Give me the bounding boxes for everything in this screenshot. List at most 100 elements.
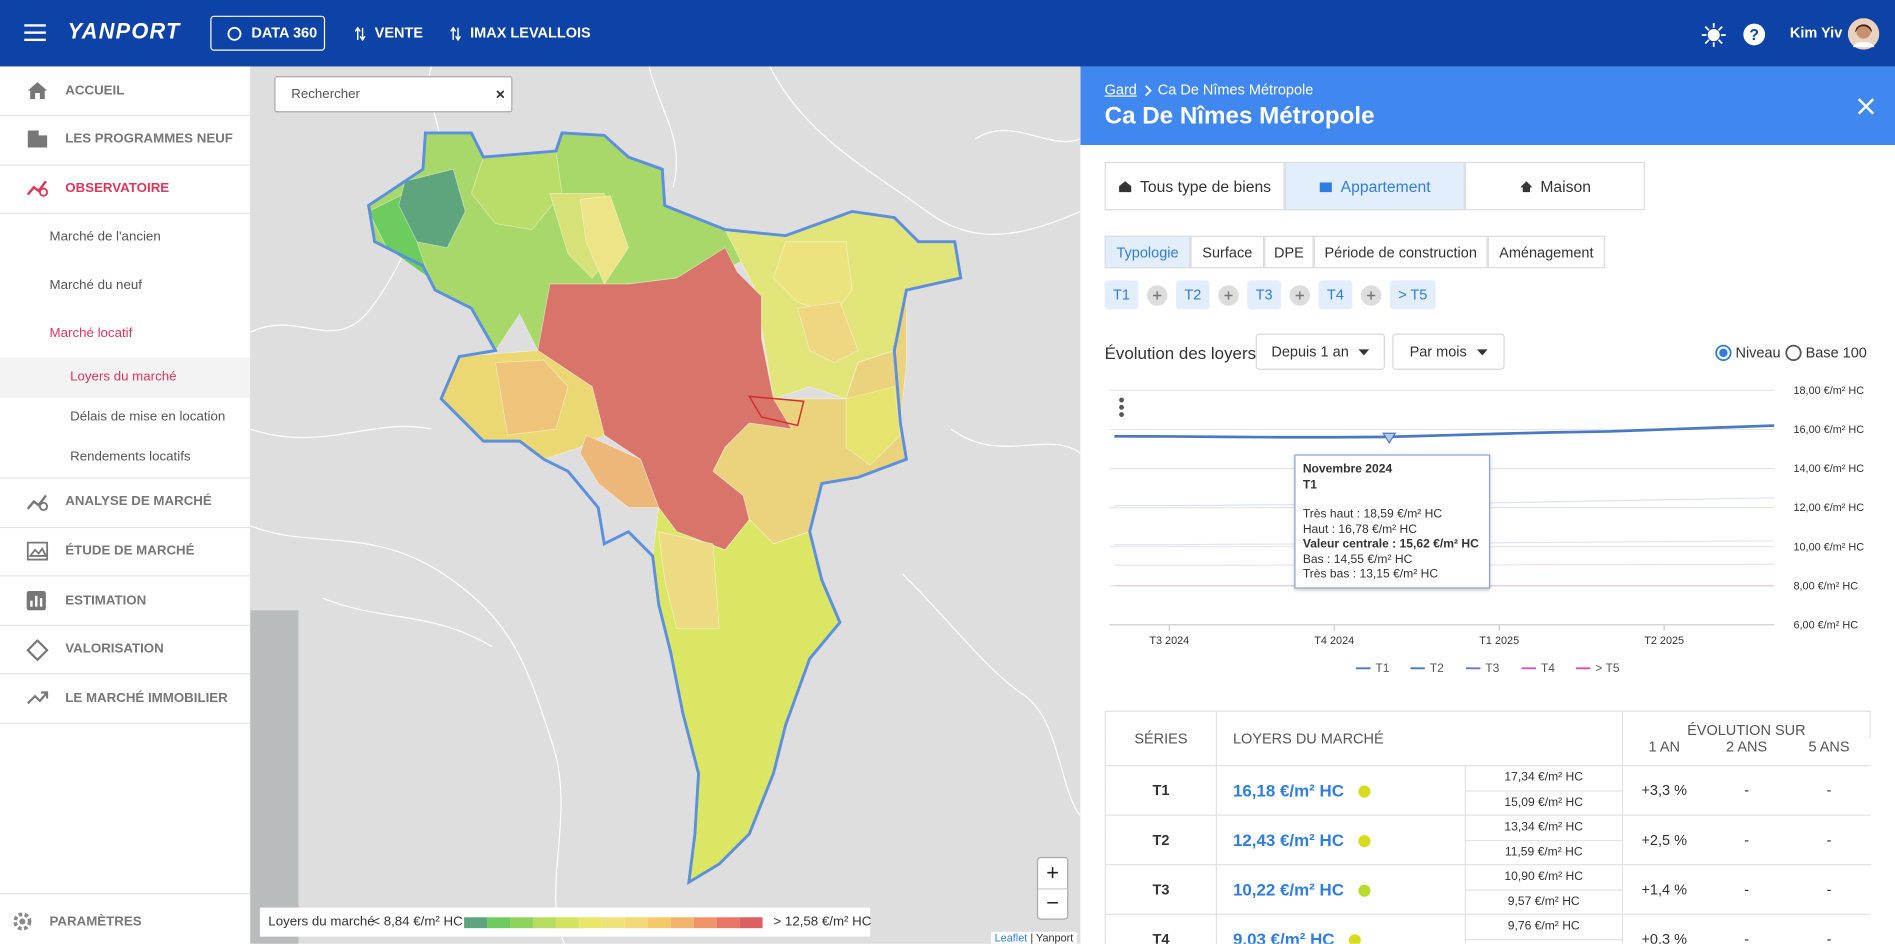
attribution-link[interactable]: Leaflet <box>994 931 1028 944</box>
icon <box>27 691 49 705</box>
typology-chip[interactable]: > T5 <box>1389 280 1436 310</box>
zoom-control <box>1036 856 1069 920</box>
property-tab[interactable]: Tous type de biens <box>1104 161 1285 211</box>
help-icon[interactable]: ? <box>1743 23 1766 46</box>
filter-tab[interactable]: Aménagement <box>1487 235 1605 269</box>
period-dropdown[interactable]: Depuis 1 an <box>1255 333 1385 370</box>
close-icon[interactable] <box>1857 98 1875 115</box>
table-row: T1 16,18 €/m² HC 17,34 €/m² HC +3,3 % - - <box>1104 765 1871 816</box>
evolution-cell: +2,5 % <box>1622 814 1706 866</box>
menu-item[interactable]: LES PROGRAMMES NEUF <box>65 131 233 147</box>
zoom-in[interactable]: + <box>1038 858 1068 890</box>
add-chip[interactable] <box>1146 285 1168 306</box>
subsubmenu-item[interactable]: Délais de mise en location <box>70 409 226 425</box>
header-cell: ÉVOLUTION SUR <box>1621 710 1871 738</box>
add-chip[interactable] <box>1218 285 1239 306</box>
nav-item[interactable]: DATA 360 <box>251 24 318 42</box>
legend-swatch <box>739 917 763 929</box>
legend-label[interactable]: T4 <box>1541 661 1555 675</box>
property-tab[interactable]: Maison <box>1464 161 1645 211</box>
table-row: 15,09 €/m² HC <box>1105 789 1870 816</box>
menu-item[interactable]: ANALYSE DE MARCHÉ <box>65 494 212 509</box>
theme-icon[interactable] <box>1701 22 1726 48</box>
user-name[interactable]: Kim Yiv <box>1789 24 1843 42</box>
menu-item[interactable]: ESTIMATION <box>65 593 147 608</box>
filter-tab[interactable]: DPE <box>1264 235 1314 269</box>
menu-item-active[interactable]: OBSERVATOIRE <box>65 181 170 196</box>
legend-swatch <box>532 917 556 929</box>
icon <box>227 26 242 41</box>
add-chip[interactable] <box>1289 285 1311 306</box>
filter-tab-active[interactable]: Typologie <box>1104 235 1191 269</box>
menu-item[interactable]: LE MARCHÉ IMMOBILIER <box>65 691 228 706</box>
dropdown-label[interactable]: Depuis 1 an <box>1271 343 1349 361</box>
rent-value: 9,03 €/m² HC <box>1232 929 1335 944</box>
legend-max: > 12,58 €/m² HC <box>773 914 872 930</box>
search-box[interactable] <box>274 76 513 113</box>
tab-label[interactable]: Maison <box>1540 177 1591 196</box>
high-cell: 9,76 €/m² HC <box>1464 913 1624 940</box>
nav-button[interactable] <box>210 15 326 51</box>
typology-chip[interactable]: T1 <box>1104 280 1139 310</box>
radio-label[interactable]: Base 100 <box>1805 344 1867 362</box>
breadcrumb-link[interactable]: Gard <box>1104 80 1137 98</box>
y-tick-label: 10,00 €/m² HC <box>1793 541 1864 553</box>
chart-menu[interactable] <box>1119 397 1124 417</box>
tab-label[interactable]: Appartement <box>1340 177 1431 196</box>
nav-item[interactable]: IMAX LEVALLOIS <box>470 24 591 42</box>
tab-label[interactable]: Tous type de biens <box>1140 177 1272 196</box>
submenu-item[interactable]: Marché du neuf <box>49 277 142 293</box>
submenu-item-active[interactable]: Marché locatif <box>49 326 133 341</box>
legend-swatch <box>624 917 648 929</box>
radio[interactable] <box>1785 344 1802 362</box>
subsubmenu-item-active[interactable]: Loyers du marché <box>70 369 177 385</box>
dropdown-label[interactable]: Par mois <box>1409 343 1467 361</box>
interval-dropdown[interactable]: Par mois <box>1392 333 1505 370</box>
evolution-cell: - <box>1705 814 1788 866</box>
typology-chip[interactable]: T3 <box>1247 280 1282 310</box>
typology-chip[interactable]: T4 <box>1318 280 1353 310</box>
legend-label[interactable]: T2 <box>1430 661 1444 675</box>
radio-checked[interactable] <box>1715 344 1732 362</box>
filter-tab[interactable]: Période de construction <box>1313 235 1488 269</box>
menu-item[interactable]: ÉTUDE DE MARCHÉ <box>65 543 195 559</box>
avatar[interactable] <box>1847 18 1880 50</box>
menu-icon[interactable] <box>24 24 46 42</box>
search-placeholder[interactable]: Rechercher <box>291 87 360 102</box>
radio-label[interactable]: Niveau <box>1735 344 1781 362</box>
legend-swatch <box>487 917 511 929</box>
icon <box>450 26 462 42</box>
high-cell: 13,34 €/m² HC <box>1464 814 1624 841</box>
rent-dot <box>1358 835 1371 848</box>
legend-label[interactable]: T3 <box>1485 661 1499 675</box>
zoom-out[interactable]: − <box>1046 890 1059 915</box>
submenu-item[interactable]: Marché de l'ancien <box>49 229 161 245</box>
tooltip-row: Très haut : 18,59 €/m² HC <box>1303 508 1482 523</box>
property-tab-active[interactable]: Appartement <box>1284 161 1465 211</box>
legend-swatch <box>601 917 625 929</box>
rent-dot <box>1358 884 1371 897</box>
header-cell: SÉRIES <box>1104 710 1218 767</box>
typology-chip[interactable]: T2 <box>1175 280 1210 310</box>
section-title: Évolution des loyers <box>1104 343 1257 363</box>
legend-scale <box>464 917 763 929</box>
clear-icon[interactable] <box>496 90 504 98</box>
tooltip-row: Bas : 14,55 €/m² HC <box>1303 553 1482 568</box>
legend-label[interactable]: T1 <box>1375 661 1389 675</box>
divider <box>0 164 251 166</box>
low-cell: 9,12 €/m² HC <box>1464 938 1624 944</box>
menu-item[interactable]: VALORISATION <box>65 641 164 657</box>
settings[interactable]: PARAMÈTRES <box>49 914 142 930</box>
add-chip[interactable] <box>1360 285 1382 306</box>
filter-tab[interactable]: Surface <box>1190 235 1265 269</box>
tooltip-row: Très bas : 13,15 €/m² HC <box>1303 568 1482 583</box>
menu-item[interactable]: ACCUEIL <box>65 83 125 98</box>
subsubmenu-item[interactable]: Rendements locatifs <box>70 449 191 465</box>
logo[interactable]: YANPORT <box>67 19 181 44</box>
tooltip-label: Valeur centrale : <box>1302 537 1397 552</box>
nav-item[interactable]: VENTE <box>374 24 424 42</box>
table-row: T3 10,22 €/m² HC 10,90 €/m² HC +1,4 % - - <box>1104 864 1871 915</box>
y-tick-label: 12,00 €/m² HC <box>1793 502 1864 514</box>
map[interactable]: Rechercher + − Loyers du marché < 8,84 €… <box>250 66 1081 944</box>
legend-label[interactable]: > T5 <box>1595 661 1620 675</box>
